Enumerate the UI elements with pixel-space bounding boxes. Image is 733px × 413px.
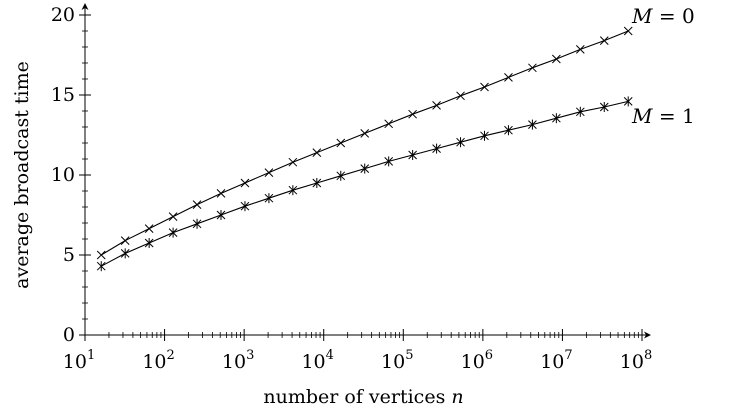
marker-stroke (192, 200, 202, 209)
axes: 101 102 103 104 105 106 107 108 0 5 10 15 20 (51, 3, 652, 373)
marker-stroke (599, 36, 609, 45)
marker-stroke (96, 250, 106, 260)
y-tick-label: 10 (51, 164, 75, 186)
data-point (144, 224, 154, 233)
marker-stroke (336, 138, 346, 148)
data-point (120, 248, 130, 259)
data-point (192, 218, 202, 229)
data-point (575, 106, 585, 117)
data-point (384, 119, 394, 129)
y-tick-label: 5 (63, 244, 75, 266)
data-point (312, 178, 322, 188)
data-point (96, 261, 106, 272)
data-point (456, 137, 465, 148)
series-line (100, 30, 629, 256)
marker-stroke (456, 91, 465, 101)
data-point (552, 113, 561, 124)
data-point (168, 227, 178, 238)
data-point (599, 36, 609, 45)
data-point (144, 238, 154, 248)
y-axis-label: average broadcast time (11, 61, 33, 289)
x-tick-label: 107 (540, 348, 572, 373)
data-point (504, 125, 513, 136)
marker-stroke (528, 63, 537, 73)
data-point (216, 189, 226, 198)
data-point (384, 156, 394, 167)
data-point (623, 26, 633, 36)
data-point (575, 45, 585, 54)
y-axis-arrow (81, 3, 89, 10)
data-point (552, 54, 561, 64)
data-point (264, 193, 274, 204)
data-point (480, 130, 489, 141)
data-point (336, 138, 346, 148)
marker-stroke (623, 26, 633, 36)
marker-stroke (432, 101, 441, 110)
series-1: M = 1 (96, 96, 695, 272)
data-point (120, 236, 130, 245)
data-point (360, 163, 370, 174)
x-tick-label: 101 (63, 348, 95, 373)
marker-stroke (240, 178, 250, 188)
marker-stroke (552, 54, 561, 64)
x-tick-label: 108 (620, 348, 652, 373)
x-axis-label: number of vertices n (263, 386, 463, 408)
series-line (100, 100, 629, 267)
marker-stroke (264, 168, 274, 177)
data-point (456, 91, 465, 101)
data-point (216, 210, 226, 220)
data-point (432, 101, 441, 110)
data-point (240, 178, 250, 188)
y-tick-label: 15 (51, 84, 75, 106)
marker-stroke (504, 73, 513, 82)
series-layer: M = 0 M = 1 (96, 4, 695, 272)
marker-stroke (360, 129, 370, 138)
marker-stroke (168, 212, 178, 221)
data-point (96, 250, 106, 260)
data-point (168, 212, 178, 221)
data-point (528, 63, 537, 73)
series-label: M = 0 (631, 4, 695, 28)
data-point (528, 119, 537, 130)
y-tick-label: 20 (51, 4, 75, 26)
x-tick-label: 103 (222, 348, 254, 373)
x-tick-label: 105 (381, 348, 413, 373)
marker-stroke (144, 224, 154, 233)
data-point (408, 109, 417, 119)
data-point (623, 96, 633, 107)
x-axis-arrow (644, 331, 651, 339)
data-point (240, 201, 250, 212)
data-point (360, 129, 370, 138)
marker-stroke (384, 119, 394, 129)
y-tick-label: 0 (63, 324, 75, 346)
x-tick-label: 106 (461, 348, 493, 373)
data-point (288, 185, 298, 196)
data-point (408, 150, 417, 160)
marker-stroke (216, 189, 226, 198)
data-point (192, 200, 202, 209)
marker-stroke (120, 236, 130, 245)
marker-stroke (288, 157, 298, 167)
data-point (312, 148, 322, 157)
data-point (336, 170, 346, 181)
marker-stroke (312, 148, 322, 157)
data-point (264, 168, 274, 177)
data-point (288, 157, 298, 167)
marker-stroke (480, 82, 489, 92)
data-point (599, 102, 609, 112)
marker-stroke (575, 45, 585, 54)
series-label: M = 1 (631, 104, 695, 128)
x-tick-label: 102 (142, 348, 174, 373)
data-point (504, 73, 513, 82)
marker-stroke (408, 109, 417, 119)
series-0: M = 0 (96, 4, 695, 260)
x-tick-label: 104 (301, 348, 333, 373)
data-point (432, 143, 441, 154)
data-point (480, 82, 489, 92)
